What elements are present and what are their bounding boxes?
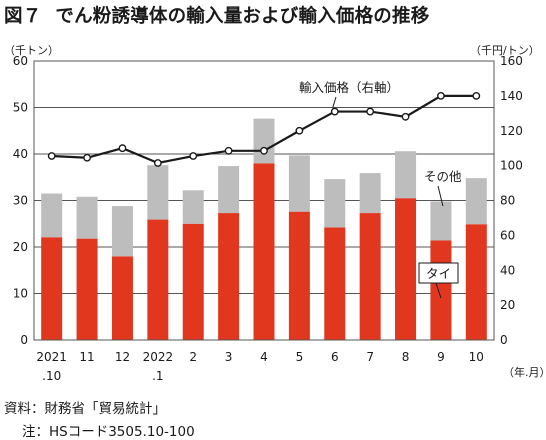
right-axis-unit: （千円/トン）	[470, 44, 540, 57]
figure-label: 図７	[4, 6, 42, 27]
price-point	[189, 152, 198, 160]
plot-frame	[33, 60, 495, 341]
x-tick-label-sub: .10	[42, 369, 61, 383]
bar-thai	[395, 198, 417, 340]
x-tick-label: 3	[225, 350, 233, 364]
hs-code-note: 注：HSコード3505.10-100	[22, 424, 195, 440]
price-line-label: 輸入価格（右軸）	[299, 80, 399, 95]
bar-other	[324, 179, 346, 228]
bar-other	[76, 196, 98, 239]
bar-other	[218, 166, 240, 214]
y-right-tick-label: 20	[500, 298, 515, 312]
thai-series-label: タイ	[426, 266, 451, 281]
source-note: 資料：財務省「貿易統計」	[4, 401, 166, 417]
x-tick-label: 10	[469, 350, 484, 364]
y-right-tick-label: 100	[500, 159, 523, 173]
bar-other	[359, 173, 381, 214]
y-left-tick-label: 30	[13, 194, 28, 208]
price-point	[472, 91, 481, 100]
bar-thai	[218, 213, 240, 340]
price-point	[153, 159, 162, 167]
left-axis-unit: （千トン）	[4, 44, 59, 57]
x-tick-label: 8	[402, 350, 410, 364]
price-point	[260, 146, 268, 155]
bar-thai	[111, 256, 133, 340]
thai-label-box	[418, 262, 459, 284]
bar-thai	[465, 224, 487, 340]
y-left-tick-label: 0	[20, 333, 28, 347]
bar-other	[41, 193, 63, 238]
price-point	[83, 153, 91, 162]
x-tick-label: 2022	[143, 350, 174, 364]
x-tick-label: 11	[79, 350, 94, 364]
x-tick-label: 5	[296, 350, 304, 364]
bar-thai	[288, 211, 310, 340]
x-tick-label: 7	[366, 350, 374, 364]
bar-other	[288, 155, 310, 212]
y-right-tick-label: 80	[500, 194, 515, 208]
price-point	[401, 112, 410, 121]
y-left-tick-label: 50	[13, 101, 28, 115]
x-tick-label: 6	[331, 350, 339, 364]
x-tick-label-sub: .1	[152, 369, 163, 383]
x-axis-unit: （年.月）	[503, 366, 546, 379]
price-point	[224, 146, 233, 155]
chart-plot: 0 10 20 30 40 50 60 0 20 40 60 80 100 120 140 160 2021 .1…	[13, 54, 523, 383]
x-tick-label: 2021	[36, 350, 67, 364]
bar-thai	[430, 240, 452, 340]
bar-other	[465, 178, 487, 225]
thai-label-leader	[435, 282, 442, 299]
x-tick-label: 4	[260, 350, 268, 364]
price-point	[118, 144, 127, 153]
bar-thai	[147, 219, 169, 340]
bar-other	[395, 151, 417, 199]
price-label-leader	[332, 96, 337, 108]
bar-thai	[324, 227, 346, 340]
x-tick-label: 2	[189, 350, 197, 364]
bar-other	[253, 118, 275, 164]
bar-thai	[253, 163, 275, 340]
y-left-tick-label: 60	[13, 54, 28, 68]
price-point	[47, 152, 56, 160]
x-tick-label: 9	[437, 350, 445, 364]
bar-thai	[76, 238, 98, 340]
bar-thai	[182, 223, 204, 340]
y-right-tick-label: 40	[500, 263, 515, 277]
bar-thai	[41, 237, 63, 340]
other-label-leader	[437, 185, 444, 207]
y-right-tick-label: 60	[500, 228, 515, 242]
y-right-tick-label: 0	[500, 333, 508, 347]
x-tick-label: 12	[115, 350, 130, 364]
other-series-label: その他	[424, 169, 462, 184]
bar-other	[182, 190, 204, 224]
y-right-tick-label: 120	[500, 124, 523, 138]
y-left-tick-label: 20	[13, 240, 28, 254]
title-text: でん粉誘導体の輸入量および輸入価格の推移	[55, 6, 430, 27]
chart-title: 図７ でん粉誘導体の輸入量および輸入価格の推移	[4, 2, 429, 28]
bar-thai	[359, 213, 381, 340]
y-right-tick-label: 160	[500, 54, 523, 68]
bar-other	[111, 206, 133, 257]
price-point	[295, 126, 304, 135]
y-right-tick-label: 140	[500, 89, 523, 103]
bar-other	[430, 201, 452, 241]
price-point	[366, 107, 375, 116]
y-left-tick-label: 40	[13, 147, 28, 161]
price-point	[437, 91, 445, 100]
y-left-tick-label: 10	[13, 287, 28, 301]
price-point	[330, 107, 339, 116]
bar-other	[147, 165, 169, 220]
